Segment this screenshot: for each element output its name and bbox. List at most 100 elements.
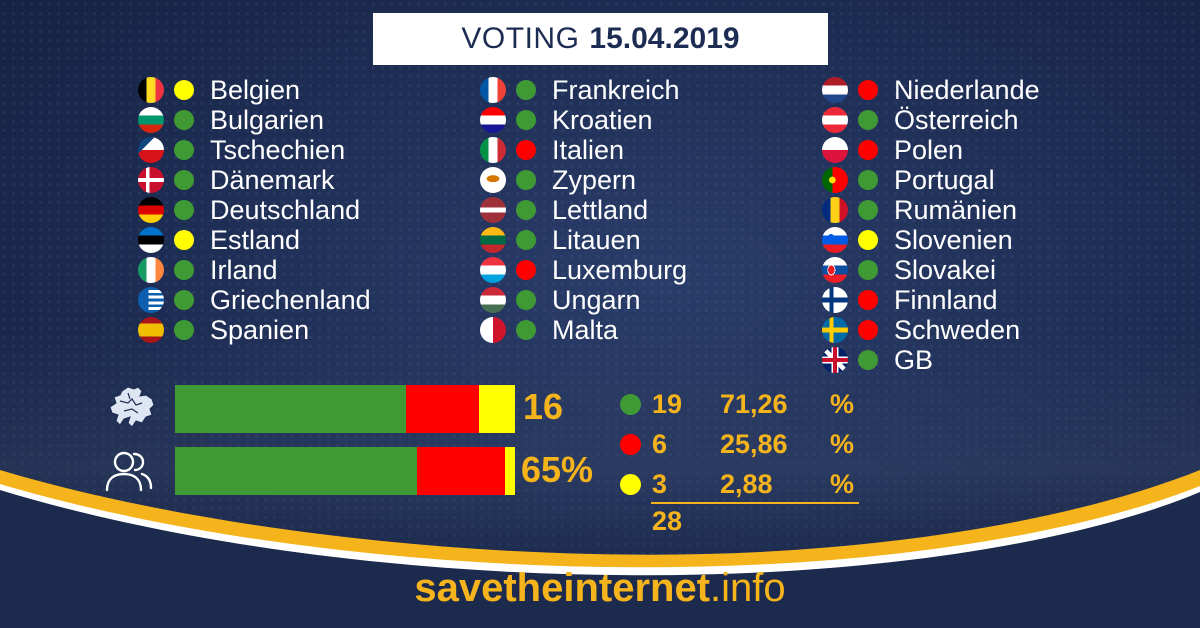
country-name: Niederlande xyxy=(894,75,1040,105)
country-name: Slovakei xyxy=(894,255,997,285)
croatia-flag-icon xyxy=(480,107,506,133)
country-row: Luxemburg xyxy=(480,255,687,285)
green-vote-dot-icon xyxy=(516,290,536,310)
stat-percent: 2,88 xyxy=(720,468,773,499)
vote-stats: 19 71,26 % 6 25,86 % 3 2,88 % xyxy=(620,384,854,504)
population-bar xyxy=(175,447,515,495)
country-row: Belgien xyxy=(138,75,371,105)
red-vote-dot-icon xyxy=(516,260,536,280)
estonia-flag-icon xyxy=(138,227,164,253)
sweden-flag-icon xyxy=(822,317,848,343)
country-name: Belgien xyxy=(210,75,301,105)
country-row: Spanien xyxy=(138,315,371,345)
title-word: VOTING xyxy=(461,22,580,55)
country-column-3: Niederlande Österreich Polen Portugal Rumäni… xyxy=(822,75,1040,375)
country-column-1: Belgien Bulgarien Tschechien Dänemark Deutsc… xyxy=(138,75,371,345)
eu-map-icon xyxy=(108,385,156,435)
stats-sum-line xyxy=(651,502,859,504)
country-name: Lettland xyxy=(552,195,649,225)
green-vote-dot-icon xyxy=(858,170,878,190)
population-bar-red xyxy=(417,447,506,495)
country-name: Zypern xyxy=(552,165,637,195)
country-row: Ungarn xyxy=(480,285,687,315)
ireland-flag-icon xyxy=(138,257,164,283)
stat-count: 19 xyxy=(652,388,683,419)
title-date: 15.04.2019 xyxy=(589,22,740,55)
green-vote-dot-icon xyxy=(858,260,878,280)
member-states-bar xyxy=(175,385,515,433)
green-vote-dot-icon xyxy=(858,200,878,220)
netherlands-flag-icon xyxy=(822,77,848,103)
title-box: VOTING 15.04.2019 xyxy=(373,13,828,65)
country-name: Luxemburg xyxy=(552,255,688,285)
country-name: Rumänien xyxy=(894,195,1018,225)
country-row: Slovenien xyxy=(822,225,1040,255)
people-icon xyxy=(104,450,154,498)
country-row: Malta xyxy=(480,315,687,345)
country-name: Italien xyxy=(552,135,625,165)
green-vote-dot-icon xyxy=(516,80,536,100)
footer-site-name: savetheinternet xyxy=(414,566,711,610)
country-row: Frankreich xyxy=(480,75,687,105)
italy-flag-icon xyxy=(480,137,506,163)
uk-flag-icon xyxy=(822,347,848,373)
green-vote-dot-icon xyxy=(516,320,536,340)
country-name: Polen xyxy=(894,135,964,165)
portugal-flag-icon xyxy=(822,167,848,193)
red-vote-dot-icon xyxy=(516,140,536,160)
country-name: Portugal xyxy=(894,165,995,195)
green-vote-dot-icon xyxy=(174,110,194,130)
country-name: Deutschland xyxy=(210,195,361,225)
country-name: Dänemark xyxy=(210,165,335,195)
country-row: Griechenland xyxy=(138,285,371,315)
footer-website[interactable]: savetheinternet.info xyxy=(0,566,1200,611)
belgium-flag-icon xyxy=(138,77,164,103)
yellow-vote-dot-icon xyxy=(174,230,194,250)
population-percent-label: 65% xyxy=(521,449,594,490)
green-vote-dot-icon xyxy=(174,320,194,340)
country-column-2: Frankreich Kroatien Italien Zypern Lettland L… xyxy=(480,75,687,345)
country-name: Schweden xyxy=(894,315,1021,345)
country-row: Tschechien xyxy=(138,135,371,165)
finland-flag-icon xyxy=(822,287,848,313)
country-row: Niederlande xyxy=(822,75,1040,105)
romania-flag-icon xyxy=(822,197,848,223)
green-dot-icon xyxy=(620,393,641,415)
green-vote-dot-icon xyxy=(174,140,194,160)
yellow-vote-dot-icon xyxy=(858,230,878,250)
denmark-flag-icon xyxy=(138,167,164,193)
country-row: Lettland xyxy=(480,195,687,225)
latvia-flag-icon xyxy=(480,197,506,223)
country-name: GB xyxy=(894,345,934,375)
country-name: Spanien xyxy=(210,315,310,345)
country-name: Estland xyxy=(210,225,301,255)
stat-row-green: 19 71,26 % xyxy=(620,384,854,424)
country-name: Litauen xyxy=(552,225,641,255)
green-vote-dot-icon xyxy=(516,230,536,250)
lithuania-flag-icon xyxy=(480,227,506,253)
green-vote-dot-icon xyxy=(174,260,194,280)
footer-swoosh xyxy=(0,470,1200,628)
green-vote-dot-icon xyxy=(858,350,878,370)
cyprus-flag-icon xyxy=(480,167,506,193)
member-states-bar-red xyxy=(405,385,479,433)
country-name: Österreich xyxy=(894,105,1019,135)
malta-flag-icon xyxy=(480,317,506,343)
member-states-bar-green xyxy=(175,385,406,433)
czechia-flag-icon xyxy=(138,137,164,163)
slovenia-flag-icon xyxy=(822,227,848,253)
country-row: Estland xyxy=(138,225,371,255)
country-row: Dänemark xyxy=(138,165,371,195)
country-row: Schweden xyxy=(822,315,1040,345)
country-name: Slovenien xyxy=(894,225,1013,255)
stat-percent: 71,26 xyxy=(720,388,788,419)
country-row: Österreich xyxy=(822,105,1040,135)
member-states-bar-yellow xyxy=(478,385,515,433)
country-row: Italien xyxy=(480,135,687,165)
country-row: Litauen xyxy=(480,225,687,255)
country-name: Ungarn xyxy=(552,285,641,315)
stat-unit: % xyxy=(830,468,855,499)
stat-count: 3 xyxy=(652,468,668,499)
country-name: Tschechien xyxy=(210,135,346,165)
spain-flag-icon xyxy=(138,317,164,343)
